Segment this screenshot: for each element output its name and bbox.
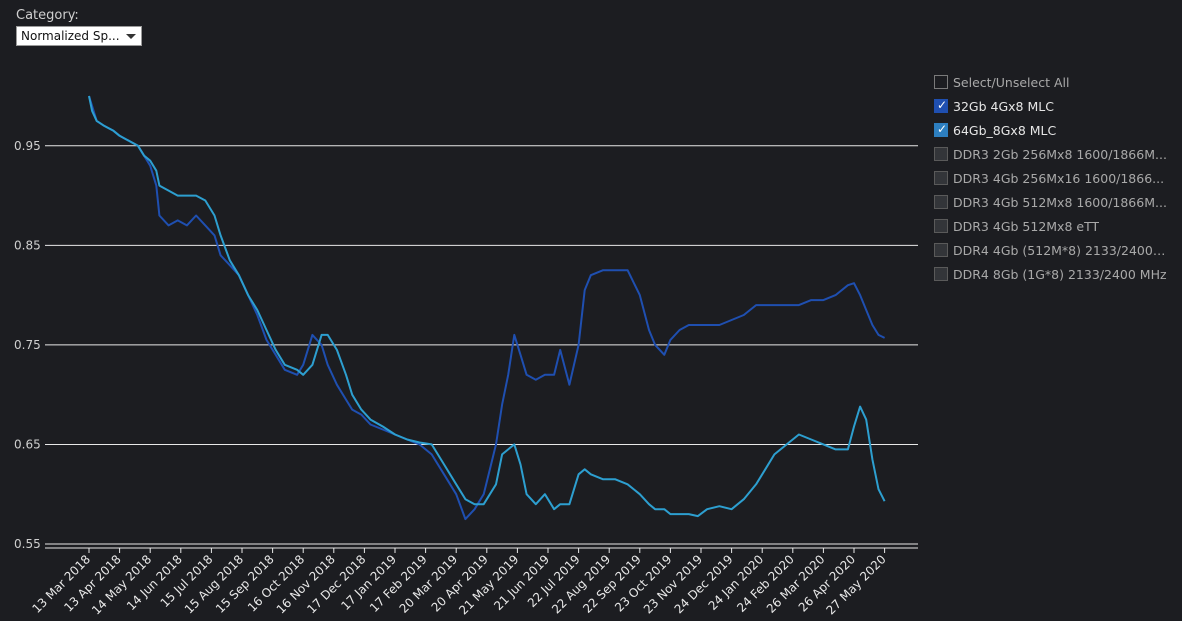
unchecked-checkbox[interactable] bbox=[934, 219, 948, 233]
legend-item-label: DDR3 4Gb 512Mx8 eTT bbox=[953, 218, 1100, 234]
y-tick-label: 0.65 bbox=[14, 437, 41, 451]
legend-item-label: 64Gb_8Gx8 MLC bbox=[953, 122, 1057, 138]
unchecked-checkbox[interactable] bbox=[934, 267, 948, 281]
checked-checkbox[interactable] bbox=[934, 122, 948, 137]
legend-item[interactable]: DDR3 4Gb 512Mx8 1600/1866M... bbox=[934, 190, 1174, 214]
legend-item[interactable]: 32Gb 4Gx8 MLC bbox=[934, 94, 1174, 118]
legend-item[interactable]: DDR4 4Gb (512M*8) 2133/2400 ... bbox=[934, 238, 1174, 262]
dropdown-arrow-icon[interactable] bbox=[126, 34, 136, 39]
unchecked-checkbox[interactable] bbox=[934, 195, 948, 209]
unchecked-checkbox[interactable] bbox=[934, 171, 948, 185]
y-tick-label: 0.85 bbox=[14, 238, 41, 252]
legend-item-label: DDR3 4Gb 256Mx16 1600/1866... bbox=[953, 170, 1165, 186]
select-all-checkbox[interactable] bbox=[934, 75, 948, 89]
select-all-toggle[interactable]: Select/Unselect All bbox=[934, 70, 1174, 94]
legend-item-label: DDR4 8Gb (1G*8) 2133/2400 MHz bbox=[953, 266, 1167, 282]
unchecked-checkbox[interactable] bbox=[934, 243, 948, 257]
unchecked-checkbox[interactable] bbox=[934, 147, 948, 161]
legend-item-label: DDR3 2Gb 256Mx8 1600/1866M... bbox=[953, 146, 1167, 162]
legend-item[interactable]: 64Gb_8Gx8 MLC bbox=[934, 118, 1174, 142]
category-dropdown[interactable]: Normalized Sp... bbox=[16, 26, 142, 46]
category-label: Category: bbox=[16, 8, 79, 23]
category-selected-value: Normalized Sp... bbox=[21, 29, 120, 43]
legend-item-label: 32Gb 4Gx8 MLC bbox=[953, 98, 1054, 114]
legend-item[interactable]: DDR4 8Gb (1G*8) 2133/2400 MHz bbox=[934, 262, 1174, 286]
legend-item[interactable]: DDR3 4Gb 256Mx16 1600/1866... bbox=[934, 166, 1174, 190]
legend-item[interactable]: DDR3 4Gb 512Mx8 eTT bbox=[934, 214, 1174, 238]
series-line bbox=[88, 95, 886, 521]
y-tick-label: 0.95 bbox=[14, 139, 41, 153]
select-all-label: Select/Unselect All bbox=[953, 74, 1070, 90]
series-line bbox=[88, 95, 886, 518]
legend-item[interactable]: DDR3 2Gb 256Mx8 1600/1866M... bbox=[934, 142, 1174, 166]
y-tick-label: 0.55 bbox=[14, 537, 41, 551]
y-tick-label: 0.75 bbox=[14, 338, 41, 352]
legend-panel: Select/Unselect All 32Gb 4Gx8 MLC 64Gb_8G… bbox=[934, 70, 1174, 286]
legend-item-label: DDR4 4Gb (512M*8) 2133/2400 ... bbox=[953, 242, 1168, 258]
legend-item-label: DDR3 4Gb 512Mx8 1600/1866M... bbox=[953, 194, 1167, 210]
checked-checkbox[interactable] bbox=[934, 98, 948, 113]
